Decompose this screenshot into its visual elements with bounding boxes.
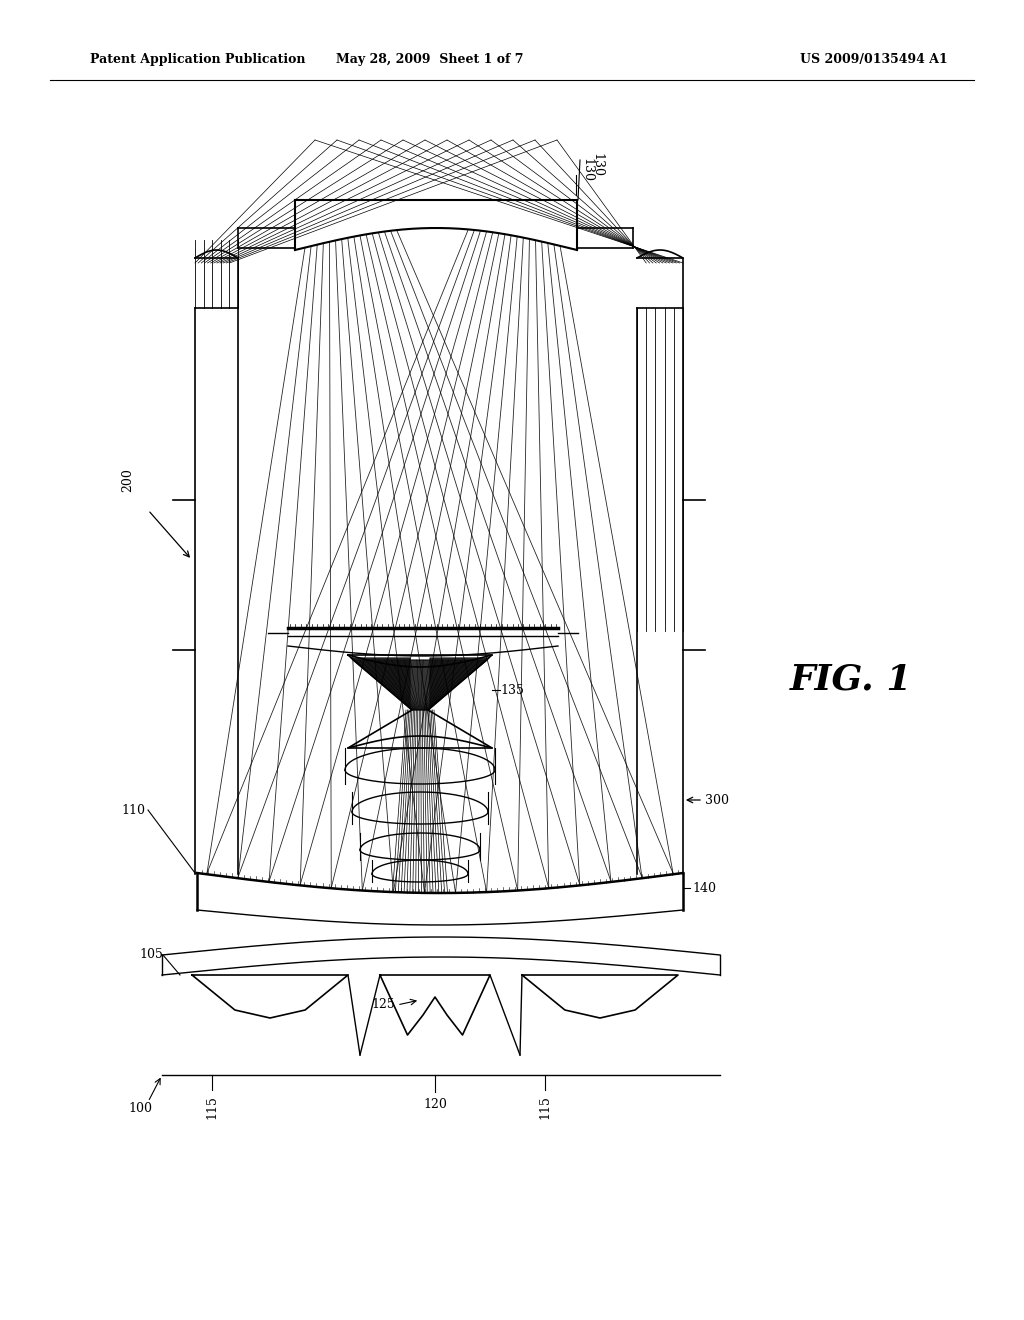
- Polygon shape: [353, 660, 487, 710]
- Text: 115: 115: [206, 1096, 218, 1119]
- Text: 105: 105: [139, 949, 163, 961]
- Text: 115: 115: [539, 1096, 552, 1119]
- Polygon shape: [351, 657, 410, 708]
- Text: FIG. 1: FIG. 1: [790, 663, 912, 697]
- Text: 130: 130: [580, 158, 593, 182]
- Text: 110: 110: [121, 804, 145, 817]
- Text: 125: 125: [372, 998, 395, 1011]
- Polygon shape: [430, 657, 489, 708]
- Text: 130: 130: [590, 153, 603, 177]
- Text: 135: 135: [500, 684, 524, 697]
- Text: Patent Application Publication: Patent Application Publication: [90, 54, 305, 66]
- Text: 300: 300: [705, 793, 729, 807]
- Text: US 2009/0135494 A1: US 2009/0135494 A1: [800, 54, 948, 66]
- Text: 100: 100: [128, 1101, 152, 1114]
- Text: 120: 120: [423, 1098, 446, 1111]
- Text: 200: 200: [122, 469, 134, 492]
- Text: May 28, 2009  Sheet 1 of 7: May 28, 2009 Sheet 1 of 7: [336, 54, 523, 66]
- Text: 140: 140: [692, 882, 716, 895]
